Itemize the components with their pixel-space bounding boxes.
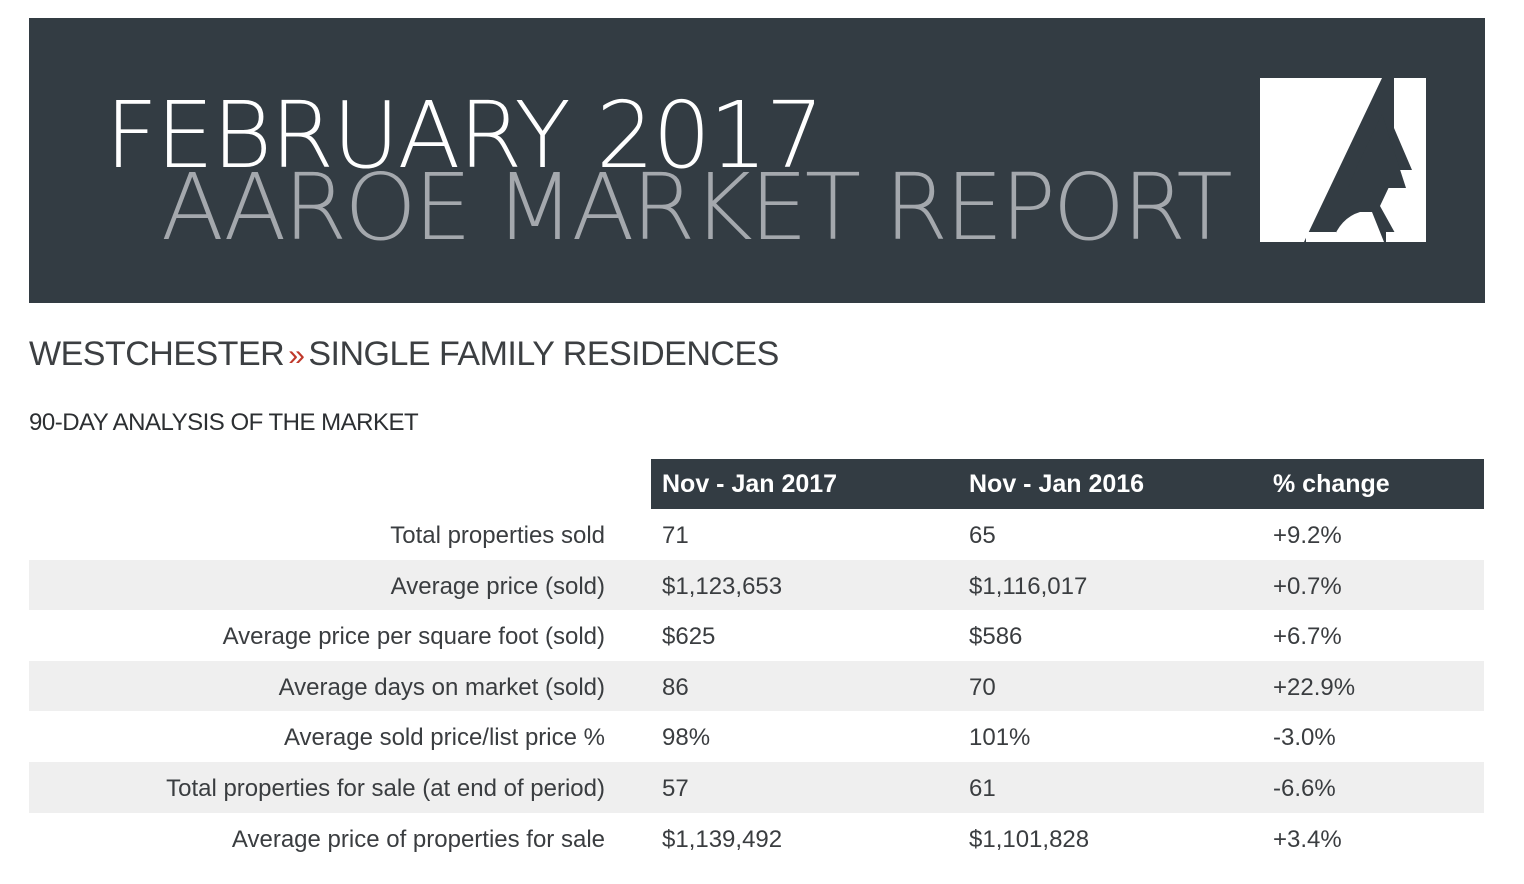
table-body: Total properties sold 71 65 +9.2% Averag… xyxy=(29,509,1484,863)
row-label: Average days on market (sold) xyxy=(278,673,605,701)
report-month-title: FEBRUARY 2017 xyxy=(105,82,824,189)
row-label: Average price (sold) xyxy=(390,572,605,600)
row-change-value: +0.7% xyxy=(1273,572,1342,600)
row-previous-value: $586 xyxy=(969,623,1023,651)
row-current-value: 71 xyxy=(662,522,689,549)
column-header-change: % change xyxy=(1273,470,1390,498)
row-label: Total properties sold xyxy=(390,522,605,549)
row-previous-value: 65 xyxy=(969,522,996,549)
table-row: Average days on market (sold) 86 70 +22.… xyxy=(29,660,1484,712)
section-title: 90-DAY ANALYSIS OF THE MARKET xyxy=(29,409,419,436)
table-row: Total properties for sale (at end of per… xyxy=(29,761,1484,813)
table-row: Average price of properties for sale $1,… xyxy=(29,813,1484,864)
row-label: Total properties for sale (at end of per… xyxy=(166,774,605,802)
table-header: Nov - Jan 2017 Nov - Jan 2016 % change xyxy=(651,459,1484,509)
row-current-value: 98% xyxy=(662,724,711,752)
row-change-value: +3.4% xyxy=(1273,825,1342,853)
row-previous-value: 70 xyxy=(969,673,996,701)
row-change-value: +9.2% xyxy=(1273,522,1342,549)
row-current-value: 57 xyxy=(662,774,689,802)
table-row: Average sold price/list price % 98% 101%… xyxy=(29,711,1484,762)
breadcrumb-region: WESTCHESTER xyxy=(29,335,285,373)
row-previous-value: 61 xyxy=(969,774,996,802)
row-current-value: $625 xyxy=(662,623,716,651)
row-label: Average sold price/list price % xyxy=(283,724,605,752)
breadcrumb: WESTCHESTER» SINGLE FAMILY RESIDENCES xyxy=(29,335,779,373)
report-banner: FEBRUARY 2017 AAROE MARKET REPORT xyxy=(29,18,1485,303)
row-previous-value: 101% xyxy=(969,724,1031,752)
row-current-value: $1,139,492 xyxy=(662,825,783,853)
breadcrumb-category: SINGLE FAMILY RESIDENCES xyxy=(308,335,779,373)
row-change-value: +22.9% xyxy=(1273,673,1356,701)
table-row: Total properties sold 71 65 +9.2% xyxy=(29,509,1484,560)
report-name-title: AAROE MARKET REPORT xyxy=(161,154,1233,261)
row-label: Average price of properties for sale xyxy=(231,825,605,853)
row-change-value: -6.6% xyxy=(1273,774,1336,802)
row-label: Average price per square foot (sold) xyxy=(222,623,605,651)
row-change-value: +6.7% xyxy=(1273,623,1342,651)
row-change-value: -3.0% xyxy=(1273,724,1336,752)
column-header-current: Nov - Jan 2017 xyxy=(662,470,838,498)
column-header-previous: Nov - Jan 2016 xyxy=(969,470,1145,498)
table-row: Average price (sold) $1,123,653 $1,116,0… xyxy=(29,559,1484,611)
row-current-value: $1,123,653 xyxy=(662,572,783,600)
row-previous-value: $1,116,017 xyxy=(969,572,1088,600)
table-row: Average price per square foot (sold) $62… xyxy=(29,610,1484,661)
breadcrumb-separator: » xyxy=(288,339,305,372)
row-previous-value: $1,101,828 xyxy=(969,825,1090,853)
aaroe-logo-icon xyxy=(1260,78,1426,242)
row-current-value: 86 xyxy=(662,673,689,701)
